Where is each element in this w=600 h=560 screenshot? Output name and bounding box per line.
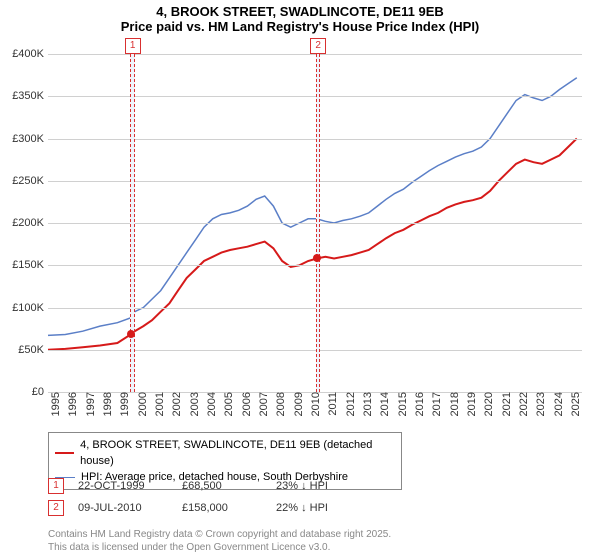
x-axis-label: 2018 <box>447 392 461 416</box>
y-axis-label: £200K <box>12 217 48 229</box>
legend-swatch <box>55 452 74 454</box>
footer-line-1: Contains HM Land Registry data © Crown c… <box>48 528 391 541</box>
y-axis-label: £300K <box>12 133 48 145</box>
x-axis-label: 2010 <box>308 392 322 416</box>
sale-row: 2 09-JUL-2010 £158,000 22% ↓ HPI <box>48 500 328 516</box>
series-property <box>48 139 577 350</box>
x-axis-label: 2025 <box>568 392 582 416</box>
x-axis-label: 2011 <box>325 392 339 416</box>
sale-date: 09-JUL-2010 <box>78 502 168 514</box>
x-axis-label: 2015 <box>395 392 409 416</box>
x-axis-label: 2012 <box>343 392 357 416</box>
sale-price: £68,500 <box>182 480 262 492</box>
x-axis-label: 1997 <box>83 392 97 416</box>
sale-marker-band: 2 <box>316 54 321 392</box>
x-axis-label: 2023 <box>533 392 547 416</box>
x-axis-label: 2001 <box>152 392 166 416</box>
sale-price: £158,000 <box>182 502 262 514</box>
x-axis-label: 1998 <box>100 392 114 416</box>
title-line-1: 4, BROOK STREET, SWADLINCOTE, DE11 9EB <box>0 4 600 19</box>
sale-point <box>313 254 321 262</box>
y-axis-label: £150K <box>12 259 48 271</box>
title-line-2: Price paid vs. HM Land Registry's House … <box>0 19 600 34</box>
y-axis-label: £350K <box>12 90 48 102</box>
sale-row-badge: 1 <box>48 478 64 494</box>
x-axis-label: 2016 <box>412 392 426 416</box>
series-hpi <box>48 78 577 336</box>
y-axis-label: £400K <box>12 48 48 60</box>
legend-label: 4, BROOK STREET, SWADLINCOTE, DE11 9EB (… <box>80 437 395 469</box>
chart-container: 4, BROOK STREET, SWADLINCOTE, DE11 9EB P… <box>0 0 600 560</box>
y-axis-label: £100K <box>12 302 48 314</box>
x-axis-label: 2008 <box>273 392 287 416</box>
sale-point <box>127 330 135 338</box>
sale-delta: 23% ↓ HPI <box>276 480 328 492</box>
x-axis-label: 2014 <box>377 392 391 416</box>
x-axis-label: 2005 <box>221 392 235 416</box>
x-axis-label: 1999 <box>117 392 131 416</box>
y-axis-label: £250K <box>12 175 48 187</box>
sale-marker-band: 1 <box>130 54 135 392</box>
footer-attribution: Contains HM Land Registry data © Crown c… <box>48 528 391 554</box>
x-axis-label: 2003 <box>187 392 201 416</box>
y-axis-label: £50K <box>18 344 48 356</box>
footer-line-2: This data is licensed under the Open Gov… <box>48 541 391 554</box>
sale-date: 22-OCT-1999 <box>78 480 168 492</box>
sale-row-badge: 2 <box>48 500 64 516</box>
legend-item: 4, BROOK STREET, SWADLINCOTE, DE11 9EB (… <box>55 437 395 469</box>
sale-delta: 22% ↓ HPI <box>276 502 328 514</box>
x-axis-label: 2006 <box>239 392 253 416</box>
y-axis-label: £0 <box>32 386 48 398</box>
x-axis-label: 2002 <box>169 392 183 416</box>
x-axis-label: 2007 <box>256 392 270 416</box>
x-axis-label: 2017 <box>429 392 443 416</box>
x-axis-label: 2022 <box>516 392 530 416</box>
x-axis-label: 2020 <box>481 392 495 416</box>
x-axis-label: 2013 <box>360 392 374 416</box>
x-axis-label: 2000 <box>135 392 149 416</box>
sale-marker-badge: 2 <box>310 38 326 54</box>
x-axis-label: 2009 <box>291 392 305 416</box>
x-axis-label: 1995 <box>48 392 62 416</box>
sale-row: 1 22-OCT-1999 £68,500 23% ↓ HPI <box>48 478 328 494</box>
chart-plot-area: £0£50K£100K£150K£200K£250K£300K£350K£400… <box>48 54 582 392</box>
x-axis-label: 2024 <box>551 392 565 416</box>
x-axis-label: 2021 <box>499 392 513 416</box>
x-axis-label: 2019 <box>464 392 478 416</box>
x-axis-label: 2004 <box>204 392 218 416</box>
x-axis-label: 1996 <box>65 392 79 416</box>
title-block: 4, BROOK STREET, SWADLINCOTE, DE11 9EB P… <box>0 0 600 34</box>
sale-marker-badge: 1 <box>125 38 141 54</box>
